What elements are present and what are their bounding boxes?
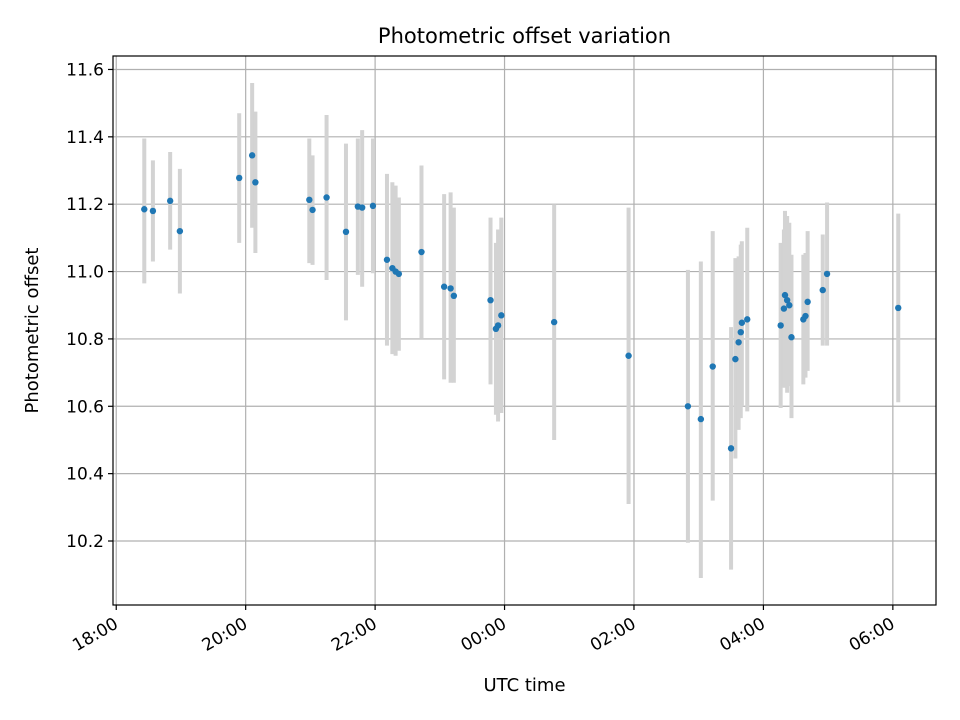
data-point: [895, 304, 902, 312]
data-point: [498, 312, 505, 319]
data-point: [447, 285, 454, 292]
data-point: [781, 291, 789, 299]
data-point: [418, 248, 425, 256]
data-point: [727, 445, 735, 452]
data-point: [550, 318, 558, 326]
y-tick-label: 11.4: [66, 128, 104, 148]
chart-title: Photometric offset variation: [378, 24, 671, 48]
data-point: [697, 415, 705, 423]
data-point: [342, 228, 350, 236]
data-point: [738, 319, 746, 326]
y-axis-label: Photometric offset: [22, 248, 43, 414]
data-point: [494, 322, 502, 329]
data-point: [358, 204, 366, 211]
data-point: [487, 296, 494, 304]
data-point: [783, 296, 791, 304]
data-point: [369, 202, 377, 210]
y-tick-label: 10.8: [66, 330, 104, 350]
data-point: [440, 283, 448, 290]
data-point: [777, 322, 784, 329]
y-axis-ticks: 10.2 10.4 10.6 10.8 11.0 11.2 11.4 11.6: [66, 60, 113, 552]
data-point: [309, 206, 316, 214]
data-point: [823, 270, 831, 278]
data-point: [248, 152, 256, 159]
y-tick-label: 10.4: [66, 465, 104, 485]
data-point: [684, 403, 692, 410]
data-point: [166, 197, 174, 205]
y-tick-label: 11.0: [66, 263, 104, 283]
data-point: [395, 270, 403, 278]
data-point: [450, 292, 458, 300]
data-point: [744, 316, 751, 323]
y-tick-label: 10.6: [66, 397, 104, 417]
data-point: [819, 286, 826, 294]
data-point: [780, 305, 788, 312]
data-point: [141, 206, 148, 213]
data-point: [788, 334, 795, 341]
y-tick-label: 11.2: [66, 195, 104, 215]
data-point: [323, 194, 330, 201]
data-point: [306, 196, 313, 204]
x-axis-label: UTC time: [483, 675, 565, 696]
data-point: [149, 207, 157, 215]
grid: [113, 56, 936, 605]
data-point: [252, 179, 259, 186]
data-point: [802, 312, 809, 320]
plot-frame: [112, 55, 937, 606]
data-point: [732, 355, 739, 363]
data-point: [383, 256, 391, 263]
data-point: [709, 363, 716, 370]
data-point: [176, 227, 184, 235]
data-point: [804, 298, 811, 306]
y-tick-label: 10.2: [66, 532, 104, 552]
data-point: [236, 174, 243, 182]
data-point: [737, 328, 744, 336]
y-tick-label: 11.6: [66, 60, 104, 80]
data-points: [141, 152, 902, 452]
data-point: [786, 302, 793, 309]
data-point: [625, 352, 632, 359]
data-point: [735, 339, 742, 346]
plot-area: [113, 56, 936, 605]
